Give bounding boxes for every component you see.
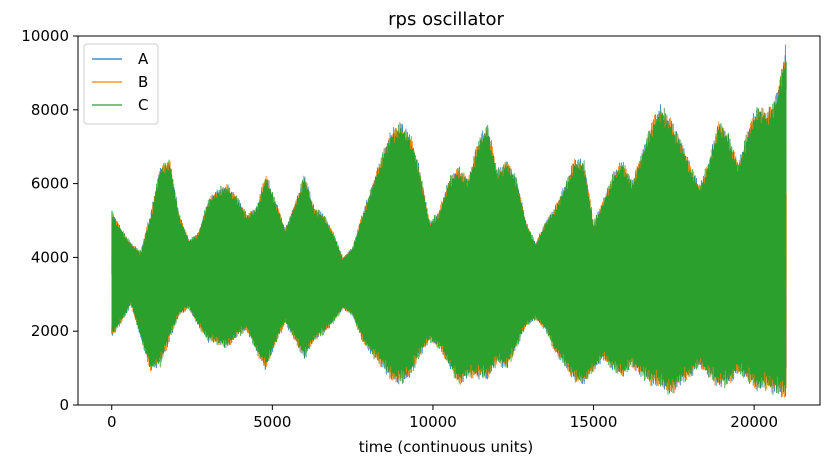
- series-line-c: [111, 44, 787, 398]
- x-tick-label: 0: [107, 413, 117, 431]
- y-tick-label: 6000: [31, 175, 69, 193]
- x-tick-label: 5000: [253, 413, 291, 431]
- x-axis: 0 5000 10000 15000 20000: [107, 405, 778, 431]
- x-tick-label: 20000: [730, 413, 778, 431]
- y-tick-label: 10000: [21, 27, 69, 45]
- x-tick-label: 10000: [409, 413, 457, 431]
- plot-area: [111, 44, 787, 398]
- y-axis: 0 2000 4000 6000 8000 10000: [21, 27, 78, 414]
- y-tick-label: 2000: [31, 322, 69, 340]
- chart-title: rps oscillator: [388, 9, 504, 30]
- x-axis-label: time (continuous units): [359, 438, 534, 456]
- y-tick-label: 4000: [31, 248, 69, 266]
- y-tick-label: 0: [59, 396, 69, 414]
- legend: ABC: [83, 43, 159, 125]
- legend-label-b: B: [138, 73, 148, 91]
- y-tick-label: 8000: [31, 101, 69, 119]
- legend-label-a: A: [138, 50, 149, 68]
- legend-box: [83, 43, 159, 125]
- series-layer: [111, 44, 787, 398]
- x-tick-label: 15000: [570, 413, 618, 431]
- legend-label-c: C: [138, 96, 148, 114]
- plot-frame: [77, 35, 821, 406]
